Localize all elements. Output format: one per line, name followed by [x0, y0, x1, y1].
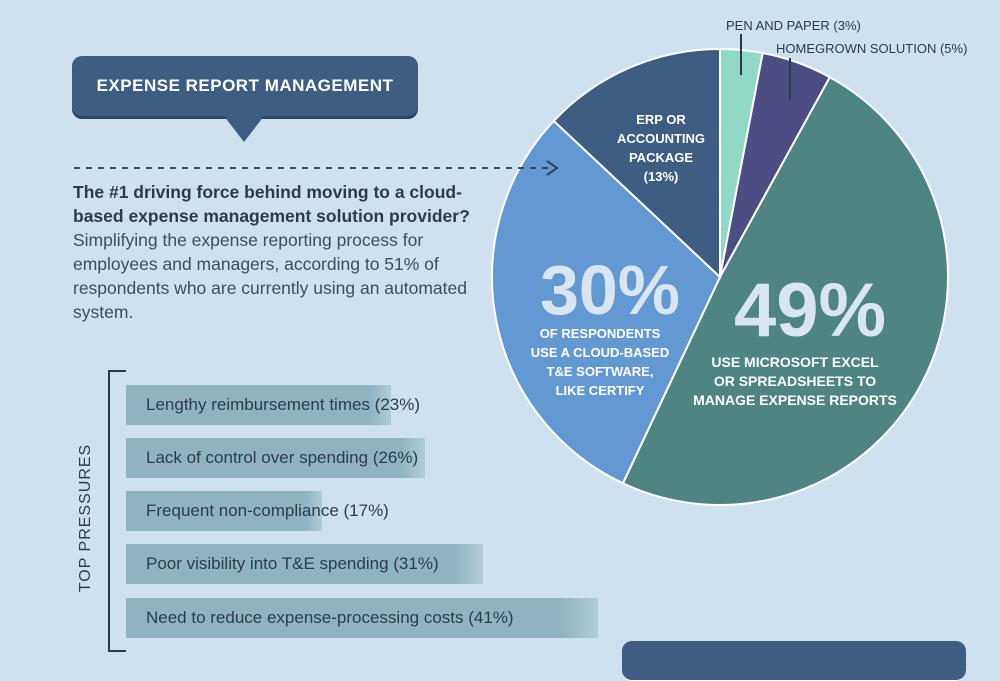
label-excel-percent: 49%	[734, 268, 886, 353]
pressure-bar-row: Lengthy reimbursement times (23%)	[126, 385, 420, 425]
label-cloud-line-4: LIKE CERTIFY	[556, 383, 645, 398]
pie-slice-cloud	[490, 119, 722, 485]
label-erp-line-1: ERP OR	[636, 112, 686, 127]
label-homegrown-solution: HOMEGROWN SOLUTION (5%)	[776, 41, 967, 56]
label-cloud-line-1: OF RESPONDENTS	[540, 326, 661, 341]
pressure-bar-label: Lengthy reimbursement times (23%)	[146, 395, 421, 414]
pie-chart: PEN AND PAPER (3%) HOMEGROWN SOLUTION (5…	[74, 18, 967, 507]
pressure-bar	[126, 491, 322, 531]
pressure-bar-label: Need to reduce expense-processing costs …	[146, 608, 514, 627]
arrow-head-icon	[546, 160, 559, 176]
pressure-bar-label: Poor visibility into T&E spending (31%)	[146, 554, 439, 573]
pie-slice-excel	[621, 75, 949, 507]
pressure-bar-row: Lack of control over spending (26%)	[126, 438, 426, 478]
pressure-bar	[126, 544, 483, 584]
pressure-bar	[126, 438, 426, 478]
pressure-bar-label: Lack of control over spending (26%)	[146, 448, 419, 467]
label-excel-line-3: MANAGE EXPENSE REPORTS	[693, 392, 897, 408]
label-erp-line-2: ACCOUNTING	[617, 131, 705, 146]
label-erp-line-3: PACKAGE	[629, 150, 693, 165]
pressure-bar-row: Frequent non-compliance (17%)	[126, 491, 389, 531]
label-erp-line-4: (13%)	[644, 169, 679, 184]
label-pen-and-paper: PEN AND PAPER (3%)	[726, 18, 861, 33]
intro-lead: The #1 driving force behind moving to a …	[73, 182, 470, 226]
label-excel-line-1: USE MICROSOFT EXCEL	[711, 354, 879, 370]
label-cloud-line-3: T&E SOFTWARE,	[547, 364, 654, 379]
label-excel-line-2: OR SPREADSHEETS TO	[714, 373, 876, 389]
label-cloud-line-2: USE A CLOUD-BASED	[531, 345, 669, 360]
pressure-bar-label: Frequent non-compliance (17%)	[146, 501, 389, 520]
intro-rest: Simplifying the expense reporting proces…	[73, 230, 467, 322]
pie-slice-erp	[552, 47, 721, 280]
section-title-badge: EXPENSE REPORT MANAGEMENT	[72, 56, 418, 116]
pressure-bar	[126, 385, 391, 425]
badge-pointer	[224, 116, 264, 142]
pie-slices	[490, 47, 949, 507]
pressure-bar-row: Poor visibility into T&E spending (31%)	[126, 544, 483, 584]
next-section-badge	[622, 641, 966, 681]
intro-paragraph: The #1 driving force behind moving to a …	[73, 180, 473, 324]
label-cloud-percent: 30%	[540, 251, 680, 329]
pressures-bracket	[108, 370, 126, 652]
pressure-bar	[126, 598, 598, 638]
top-pressures-label: TOP PRESSURES	[77, 443, 94, 593]
section-title: EXPENSE REPORT MANAGEMENT	[96, 76, 394, 95]
pressure-bar-row: Need to reduce expense-processing costs …	[126, 598, 598, 638]
